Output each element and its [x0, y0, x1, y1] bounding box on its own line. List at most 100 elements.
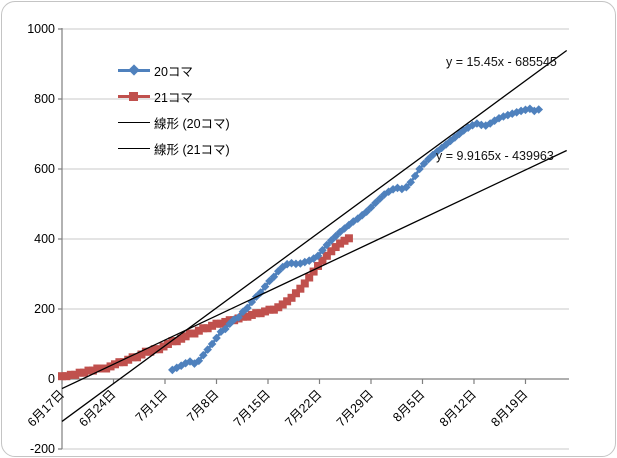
diamond-marker-icon: [331, 231, 340, 241]
square-marker-icon: [300, 279, 309, 288]
series-20koma[interactable]: [168, 104, 544, 375]
diamond-marker-icon: [185, 357, 195, 366]
diamond-marker-icon: [207, 339, 217, 349]
diamond-marker-icon: [357, 210, 367, 220]
diamond-marker-icon: [366, 203, 376, 212]
square-marker-icon: [296, 284, 305, 293]
square-marker-icon: [66, 370, 75, 379]
diamond-marker-icon: [221, 324, 230, 334]
legend-item-20koma[interactable]: 20コマ: [118, 57, 230, 83]
square-marker-icon: [221, 317, 230, 326]
diamond-marker-icon: [481, 121, 491, 130]
square-marker-icon: [261, 307, 270, 316]
diamond-marker-icon: [516, 106, 526, 116]
x-axis-tick-label: 8月5日: [390, 387, 427, 424]
diamond-marker-icon: [446, 136, 455, 146]
square-marker-icon: [265, 305, 274, 314]
legend-label: 20コマ: [154, 64, 193, 79]
y-axis-tick-label: -200: [30, 442, 55, 456]
diamond-marker-icon: [181, 358, 190, 368]
square-marker-icon: [71, 370, 80, 379]
square-marker-icon: [336, 239, 345, 248]
trendline-21koma[interactable]: [61, 149, 567, 390]
square-marker-icon: [58, 372, 66, 381]
diamond-marker-icon: [534, 105, 544, 114]
square-marker-icon: [203, 324, 212, 333]
square-marker-icon: [93, 364, 102, 373]
diamond-marker-icon: [353, 214, 363, 223]
square-marker-icon: [331, 243, 340, 252]
square-marker-icon: [322, 251, 331, 260]
square-marker-icon: [128, 353, 137, 362]
diamond-marker-icon: [419, 159, 429, 169]
y-axis-tick-label: 1000: [27, 22, 55, 36]
diamond-marker-icon: [296, 259, 305, 268]
legend-item-21koma[interactable]: 21コマ: [118, 83, 230, 109]
legend-swatch-line-diamond-icon: [118, 64, 150, 76]
diamond-marker-icon: [291, 259, 301, 269]
y-axis-tick-label: 600: [34, 162, 55, 176]
square-marker-icon: [150, 345, 159, 354]
diamond-marker-icon: [234, 313, 243, 322]
square-marker-icon: [247, 310, 256, 319]
diamond-marker-icon: [212, 333, 221, 343]
square-marker-icon: [287, 293, 296, 302]
diamond-marker-icon: [229, 315, 239, 324]
square-marker-icon: [318, 256, 327, 265]
square-marker-icon: [208, 321, 217, 330]
square-marker-icon: [340, 236, 349, 245]
diamond-marker-icon: [256, 288, 265, 297]
diamond-marker-icon: [371, 198, 380, 208]
square-marker-icon: [141, 347, 150, 356]
diamond-marker-icon: [243, 303, 252, 313]
diamond-marker-icon: [260, 282, 270, 291]
square-marker-icon: [243, 312, 252, 321]
diamond-marker-icon: [349, 217, 358, 226]
trendline-equation-20koma[interactable]: y = 15.45x - 685545: [446, 55, 557, 69]
square-marker-icon: [199, 324, 208, 333]
diamond-marker-icon: [410, 171, 420, 181]
square-marker-icon: [186, 329, 195, 338]
legend-item-trend-21koma[interactable]: 線形 (21コマ): [118, 135, 230, 161]
series-21koma[interactable]: [58, 234, 353, 381]
diamond-marker-icon: [437, 143, 446, 153]
diamond-marker-icon: [428, 150, 438, 160]
diamond-marker-icon: [304, 256, 314, 265]
trendline-20koma[interactable]: [61, 49, 568, 422]
diamond-marker-icon: [397, 184, 407, 194]
square-marker-icon: [97, 364, 106, 373]
square-marker-icon: [216, 319, 225, 328]
y-axis-tick-label: 0: [48, 372, 55, 386]
diamond-marker-icon: [318, 245, 327, 255]
square-marker-icon: [274, 303, 283, 312]
square-marker-icon: [190, 329, 199, 338]
square-marker-icon: [137, 350, 146, 359]
trendline-equation-21koma[interactable]: y = 9.9165x - 439963: [436, 149, 554, 163]
square-marker-icon: [133, 353, 142, 362]
chart-legend[interactable]: 20コマ 21コマ 線形 (20コマ) 線形 (21コマ): [118, 57, 230, 161]
diamond-marker-icon: [340, 224, 349, 233]
x-axis-tick-label: 7月15日: [231, 387, 273, 429]
diamond-marker-icon: [278, 262, 288, 272]
square-marker-icon: [252, 309, 261, 318]
diamond-marker-icon: [265, 276, 274, 286]
diamond-marker-icon: [194, 356, 204, 366]
square-marker-icon: [124, 355, 133, 364]
diamond-marker-icon: [384, 187, 393, 197]
square-marker-icon: [194, 326, 203, 335]
legend-item-trend-20koma[interactable]: 線形 (20コマ): [118, 109, 230, 135]
diamond-marker-icon: [176, 361, 186, 370]
legend-swatch-line-square-icon: [118, 91, 150, 102]
legend-swatch-trendline-icon: [118, 143, 150, 154]
diamond-marker-icon: [203, 345, 212, 354]
diamond-marker-icon: [406, 178, 416, 187]
square-marker-icon: [62, 372, 71, 381]
diamond-marker-icon: [269, 272, 279, 282]
square-marker-icon: [119, 358, 128, 367]
diamond-marker-icon: [300, 257, 310, 267]
x-axis-tick-label: 7月29日: [334, 387, 376, 429]
y-axis-tick-label: 400: [34, 232, 55, 246]
diamond-marker-icon: [388, 185, 398, 194]
diamond-marker-icon: [287, 258, 296, 268]
